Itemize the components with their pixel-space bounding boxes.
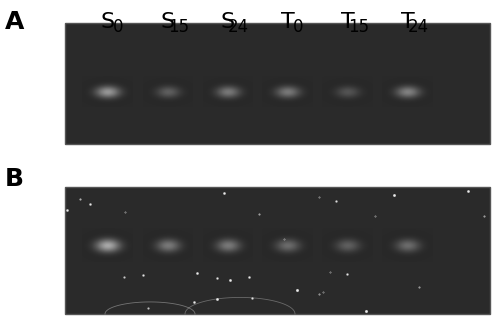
Text: 15: 15 — [348, 18, 369, 36]
Text: 0: 0 — [113, 18, 124, 36]
Text: S: S — [160, 12, 174, 32]
Text: B: B — [5, 167, 24, 191]
FancyBboxPatch shape — [65, 23, 490, 144]
Text: 24: 24 — [408, 18, 429, 36]
Text: S: S — [100, 12, 114, 32]
Text: T: T — [280, 12, 294, 32]
Text: 24: 24 — [228, 18, 249, 36]
Text: 0: 0 — [293, 18, 304, 36]
Text: S: S — [220, 12, 234, 32]
Text: 15: 15 — [168, 18, 189, 36]
Text: T: T — [400, 12, 414, 32]
Text: A: A — [5, 10, 24, 34]
FancyBboxPatch shape — [65, 187, 490, 314]
Text: T: T — [340, 12, 354, 32]
